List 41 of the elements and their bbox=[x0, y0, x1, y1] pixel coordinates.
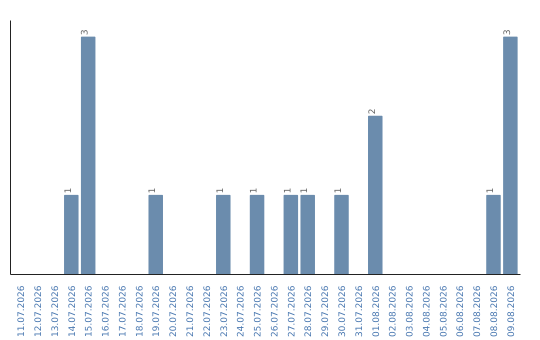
data-label: 1 bbox=[486, 188, 496, 194]
x-tick-label: 08.08.2026 bbox=[490, 285, 500, 338]
x-tick-label: 14.07.2026 bbox=[68, 285, 78, 338]
x-tick-label: 27.07.2026 bbox=[287, 285, 298, 338]
x-tick-label: 02.08.2026 bbox=[388, 285, 399, 338]
x-tick-label: 22.07.2026 bbox=[202, 285, 213, 338]
data-label: 1 bbox=[300, 188, 310, 194]
x-tick-label: 16.07.2026 bbox=[102, 285, 112, 338]
x-tick-label: 11.07.2026 bbox=[17, 285, 28, 338]
data-label: 1 bbox=[216, 188, 226, 194]
data-label: 2 bbox=[368, 108, 378, 114]
x-tick-label: 26.07.2026 bbox=[270, 285, 280, 338]
x-tick-label: 20.07.2026 bbox=[169, 285, 180, 338]
x-tick-label: 03.08.2026 bbox=[406, 285, 416, 338]
x-tick-label: 15.07.2026 bbox=[84, 285, 95, 338]
x-tick-label: 04.08.2026 bbox=[422, 285, 432, 338]
data-label: 1 bbox=[250, 188, 260, 194]
x-tick-label: 12.07.2026 bbox=[34, 285, 44, 338]
x-tick-label: 28.07.2026 bbox=[304, 285, 314, 338]
data-label: 1 bbox=[148, 188, 158, 194]
x-tick-label: 09.08.2026 bbox=[506, 285, 517, 338]
x-tick-label: 06.08.2026 bbox=[456, 285, 466, 338]
x-tick-label: 31.07.2026 bbox=[354, 285, 365, 338]
data-label: 1 bbox=[334, 188, 344, 194]
x-tick-label: 21.07.2026 bbox=[186, 285, 196, 338]
x-tick-label: 29.07.2026 bbox=[321, 285, 332, 338]
data-label: 1 bbox=[283, 188, 294, 194]
x-tick-label: 01.08.2026 bbox=[372, 285, 382, 338]
data-label: 3 bbox=[502, 29, 513, 36]
data-label: 3 bbox=[80, 29, 91, 36]
x-tick-label: 24.07.2026 bbox=[236, 285, 247, 338]
x-tick-label: 13.07.2026 bbox=[50, 285, 61, 338]
x-tick-label: 25.07.2026 bbox=[254, 285, 264, 338]
x-tick-label: 19.07.2026 bbox=[152, 285, 162, 338]
x-tick-label: 30.07.2026 bbox=[338, 285, 348, 338]
x-tick-label: 18.07.2026 bbox=[135, 285, 146, 338]
x-tick-label: 05.08.2026 bbox=[439, 285, 450, 338]
x-tick-label: 17.07.2026 bbox=[118, 285, 128, 338]
x-tick-label: 23.07.2026 bbox=[220, 285, 230, 338]
data-label: 1 bbox=[64, 188, 74, 194]
x-tick-label: 07.08.2026 bbox=[473, 285, 484, 338]
